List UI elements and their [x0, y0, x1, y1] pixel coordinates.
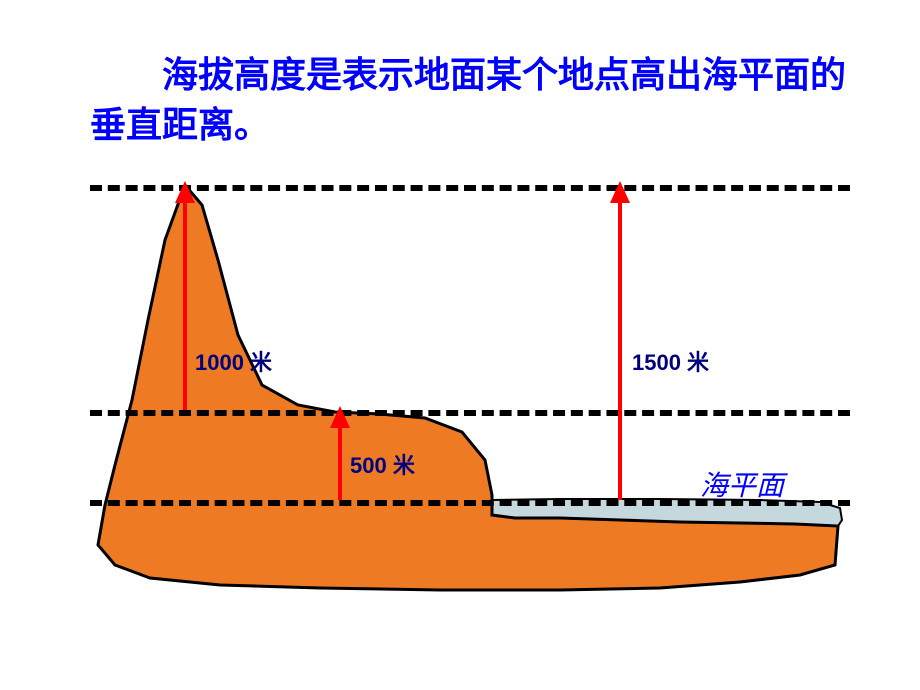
label-1000m: 1000 米 — [195, 345, 272, 377]
elevation-diagram: 1000 米 500 米 1500 米 海平面 — [60, 170, 880, 650]
sea-level-label: 海平面 — [700, 464, 784, 504]
arrow-1000m — [183, 185, 187, 410]
arrow-1500m — [618, 185, 622, 500]
dash-line-top — [90, 185, 850, 191]
label-500m: 500 米 — [350, 448, 415, 480]
page-title: 海拔高度是表示地面某个地点高出海平面的垂直距离。 — [90, 50, 850, 151]
dash-line-middle — [90, 410, 850, 416]
arrow-500m — [338, 410, 342, 500]
mountain-shape — [98, 185, 838, 590]
label-1500m: 1500 米 — [632, 345, 709, 377]
